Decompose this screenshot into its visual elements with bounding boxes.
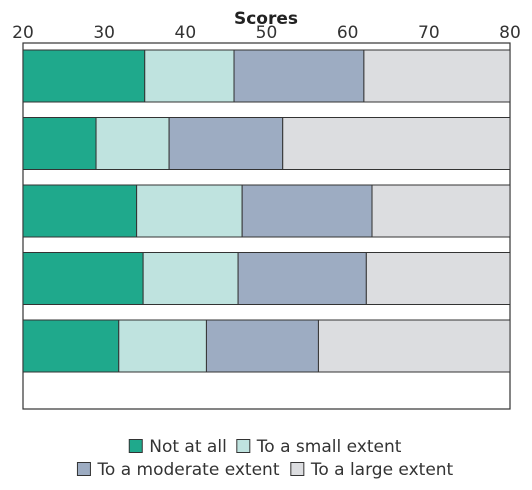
bar-segment [22,49,146,103]
x-tick-label: 30 [93,23,115,43]
bar-segment [233,49,365,103]
legend-swatch [128,439,143,453]
bar-segment [22,252,144,305]
legend-label: To a moderate extent [96,460,279,480]
legend-swatch [236,439,251,453]
legend-label: To a large extent [310,460,454,480]
bar-segment [118,319,207,373]
bar-row [22,117,511,170]
chart-title: Scores [234,9,298,29]
x-tick-label: 70 [418,23,440,43]
legend-swatch [76,462,91,476]
bar-segment [136,184,243,238]
bar-segment [144,49,235,103]
legend-item: Not at all [128,437,227,457]
x-tick-label: 50 [256,23,278,43]
legend-item: To a moderate extent [76,460,280,480]
x-tick-label: 80 [499,23,521,43]
legend: Not at all To a small extent To a moderate… [76,437,454,480]
bar-segment [142,252,239,305]
bar-segment [168,117,284,170]
bar-row [22,319,511,373]
bar-segment [237,252,367,305]
x-tick-label: 20 [12,23,34,43]
bar-row [22,184,511,238]
bar-segment [371,184,511,238]
x-tick-label: 40 [175,23,197,43]
bar-segment [95,117,170,170]
bar-segment [22,319,120,373]
bar-segment [205,319,319,373]
bar-row [22,49,511,103]
legend-label: Not at all [149,437,227,457]
legend-item: To a large extent [290,460,454,480]
bars [22,49,511,373]
bar-segment [22,117,97,170]
bar-segment [282,117,511,170]
legend-swatch [290,462,305,476]
bar-segment [365,252,511,305]
bar-segment [363,49,511,103]
bar-segment [22,184,138,238]
x-tick-label: 60 [337,23,359,43]
bar-row [22,252,511,305]
bar-segment [241,184,373,238]
bar-segment [317,319,511,373]
legend-item: To a small extent [236,437,402,457]
legend-label: To a small extent [256,437,402,457]
